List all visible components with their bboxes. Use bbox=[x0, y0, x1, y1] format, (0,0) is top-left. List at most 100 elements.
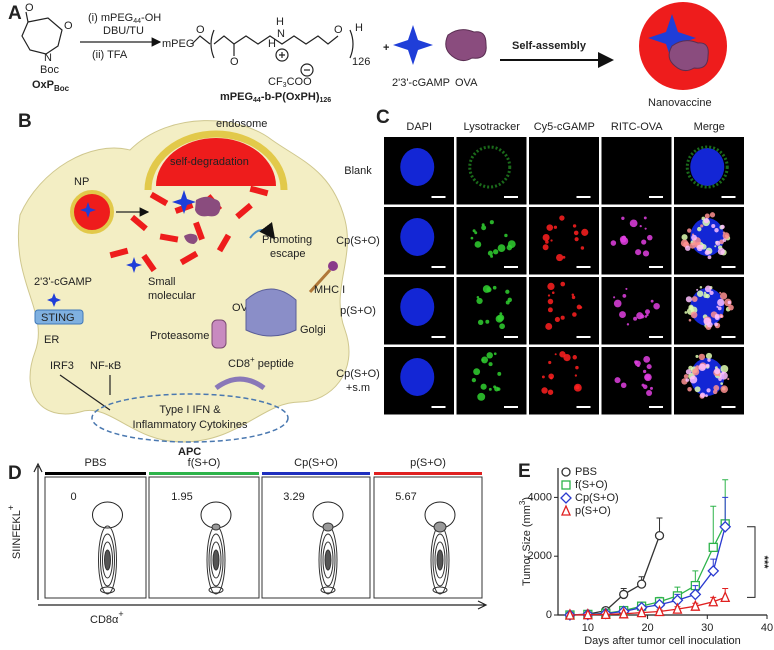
signal bbox=[685, 369, 692, 375]
marker bbox=[582, 608, 593, 620]
signal bbox=[685, 378, 690, 382]
sample-name: p(S+O) bbox=[410, 457, 446, 469]
signal bbox=[644, 315, 648, 318]
panel-a: A O O N Boc OxPBoc (i) mPEG44-OH DBU/TU … bbox=[8, 2, 727, 109]
signal bbox=[572, 224, 577, 228]
signal bbox=[613, 296, 616, 299]
signal bbox=[613, 299, 622, 308]
marker bbox=[707, 564, 720, 577]
signal bbox=[643, 369, 647, 374]
label: NF-κB bbox=[90, 360, 121, 372]
panel-c: C DAPI Lysotracker Cy5-cGAMP RITC-OVA Merge B… bbox=[336, 107, 745, 416]
contour bbox=[102, 541, 113, 579]
signal bbox=[705, 352, 713, 360]
sting bbox=[34, 309, 84, 325]
y-label: Tumor Size (mm3) bbox=[518, 497, 533, 586]
atom: O bbox=[230, 56, 239, 68]
signal bbox=[554, 316, 560, 323]
proteasome bbox=[211, 319, 227, 349]
micrograph bbox=[455, 276, 528, 346]
signal bbox=[722, 231, 725, 234]
signal bbox=[505, 289, 510, 294]
signal bbox=[687, 387, 692, 392]
marker bbox=[720, 590, 731, 603]
panel-label: A bbox=[8, 3, 22, 24]
signal bbox=[548, 360, 552, 365]
gate-value: 3.29 bbox=[283, 491, 304, 503]
atom: O bbox=[25, 2, 34, 14]
sample-bar bbox=[149, 472, 259, 475]
process: Self-assembly bbox=[512, 40, 587, 52]
polymer-chain bbox=[191, 29, 354, 59]
signal bbox=[688, 318, 692, 322]
signal bbox=[683, 374, 689, 379]
reagent: (ii) TFA bbox=[92, 49, 128, 61]
label: ER bbox=[44, 334, 59, 346]
panel-e: E 0 2000 4000 10 20 30 40 Days after tumor cell… bbox=[518, 461, 773, 647]
marker bbox=[719, 520, 732, 533]
signal bbox=[700, 224, 704, 228]
plot-frame bbox=[373, 476, 483, 599]
signal bbox=[640, 314, 645, 319]
signal bbox=[694, 386, 701, 393]
plus: + bbox=[383, 42, 389, 54]
signal bbox=[560, 315, 565, 320]
signal bbox=[650, 386, 653, 390]
signal bbox=[687, 228, 692, 233]
signal bbox=[554, 353, 557, 356]
sample-name: Cp(S+O) bbox=[294, 457, 338, 469]
label: NP bbox=[74, 176, 89, 188]
signal bbox=[633, 316, 638, 321]
signal bbox=[625, 287, 628, 290]
signal bbox=[699, 286, 703, 289]
ring bbox=[21, 11, 63, 55]
significance-bracket bbox=[747, 526, 756, 598]
signal bbox=[495, 315, 504, 323]
signal bbox=[697, 226, 702, 232]
signal bbox=[621, 216, 625, 220]
column-header: Merge bbox=[694, 121, 725, 133]
atom: Boc bbox=[40, 64, 59, 76]
atom: H bbox=[268, 38, 276, 50]
signal bbox=[507, 240, 516, 249]
signal bbox=[639, 225, 642, 228]
signal bbox=[550, 239, 553, 242]
polymer-name: mPEG44-b-P(OxPH)126 bbox=[220, 91, 331, 104]
signal bbox=[720, 385, 729, 393]
ova-icon bbox=[184, 233, 198, 244]
legend-label: p(S+O) bbox=[575, 505, 611, 517]
repeat: 126 bbox=[352, 56, 370, 68]
signal bbox=[644, 227, 647, 230]
signal bbox=[490, 254, 494, 258]
label: APC bbox=[178, 446, 201, 458]
nucleus bbox=[400, 288, 435, 326]
signal bbox=[621, 235, 626, 240]
label: Small bbox=[148, 276, 176, 288]
signal bbox=[541, 387, 548, 394]
signal bbox=[547, 389, 554, 395]
signal bbox=[493, 352, 497, 356]
plot-frame bbox=[148, 476, 260, 599]
signal bbox=[714, 322, 718, 327]
signal bbox=[573, 230, 579, 236]
legend-label: PBS bbox=[575, 466, 597, 478]
marker bbox=[672, 602, 683, 614]
signal bbox=[486, 352, 493, 359]
signal bbox=[696, 290, 704, 297]
label: endosome bbox=[216, 118, 267, 130]
signal bbox=[488, 387, 492, 391]
signal bbox=[705, 293, 710, 299]
label: MHC I bbox=[314, 284, 345, 296]
signal bbox=[571, 293, 575, 297]
contour bbox=[433, 521, 447, 533]
signal bbox=[547, 307, 553, 313]
signal bbox=[574, 374, 578, 377]
label: self-degradation bbox=[170, 156, 249, 168]
atom: O bbox=[334, 24, 343, 36]
signal bbox=[487, 250, 493, 256]
signal bbox=[707, 255, 712, 260]
atom: N bbox=[44, 52, 52, 64]
column-header: DAPI bbox=[406, 121, 432, 133]
signal bbox=[720, 382, 724, 385]
